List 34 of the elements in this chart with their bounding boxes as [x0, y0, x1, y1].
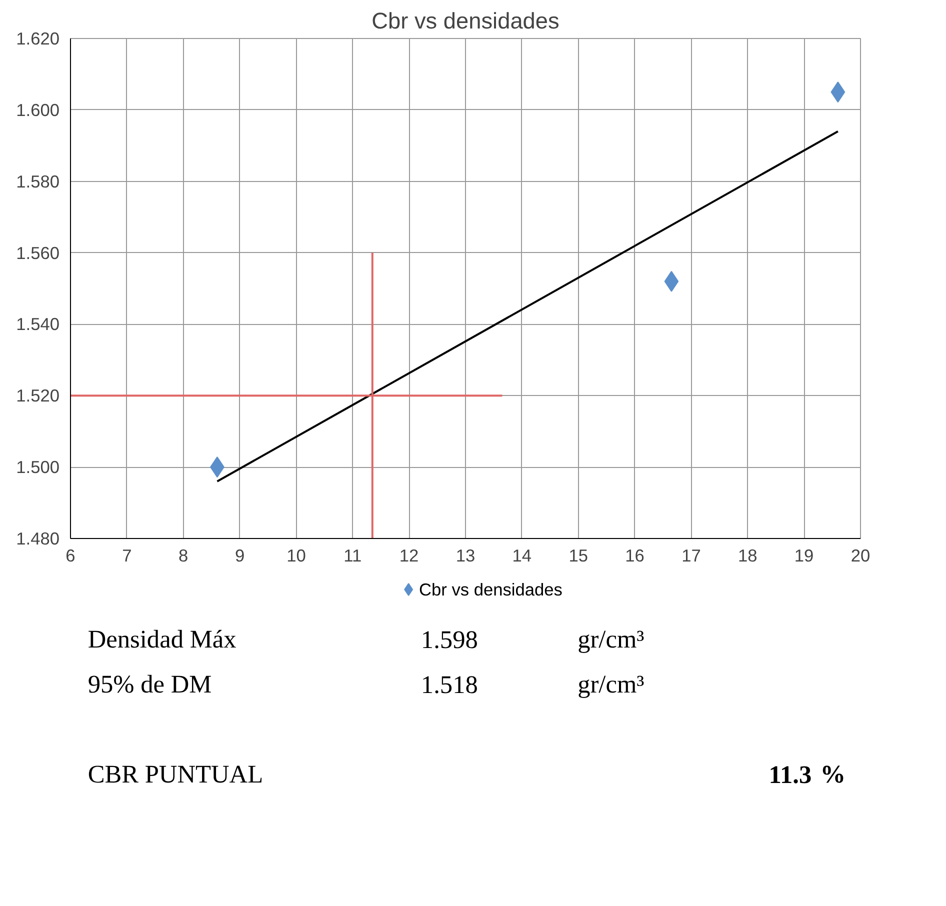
x-tick-label: 8: [178, 546, 188, 566]
y-tick-label: 1.580: [16, 171, 60, 192]
text: 95% de DM: [88, 670, 212, 698]
x-tick-label: 16: [625, 546, 644, 566]
text: gr/cm³: [578, 670, 645, 698]
x-tick-label: 18: [738, 546, 758, 566]
x-tick-label: 20: [850, 546, 870, 566]
x-tick-label: 6: [66, 546, 76, 566]
text: 1.598: [420, 626, 478, 654]
x-tick-label: 17: [682, 546, 701, 566]
text: 11.3: [768, 761, 812, 789]
x-tick-label: 15: [568, 546, 588, 566]
chart-title: Cbr vs densidades: [372, 8, 560, 34]
text: CBR PUNTUAL: [88, 760, 264, 788]
y-tick-label: 1.560: [16, 242, 60, 263]
x-tick-label: 14: [512, 546, 532, 566]
legend-label: Cbr vs densidades: [418, 580, 563, 600]
text: 1.518: [420, 671, 478, 699]
text: %: [820, 760, 846, 788]
y-tick-label: 1.500: [16, 457, 60, 478]
y-tick-label: 1.620: [16, 28, 60, 48]
y-tick-label: 1.520: [16, 386, 60, 406]
x-tick-label: 7: [122, 546, 132, 566]
x-tick-label: 9: [234, 546, 245, 566]
x-tick-label: 11: [344, 546, 362, 566]
x-tick-label: 12: [399, 546, 419, 566]
y-tick-label: 1.480: [16, 528, 60, 548]
y-tick-label: 1.600: [16, 100, 60, 120]
x-tick-label: 13: [456, 546, 476, 566]
x-tick-label: 10: [286, 546, 306, 566]
text: gr/cm³: [578, 626, 645, 654]
y-tick-label: 1.540: [16, 314, 60, 334]
text: Densidad Máx: [88, 626, 237, 654]
x-tick-label: 19: [794, 546, 814, 566]
